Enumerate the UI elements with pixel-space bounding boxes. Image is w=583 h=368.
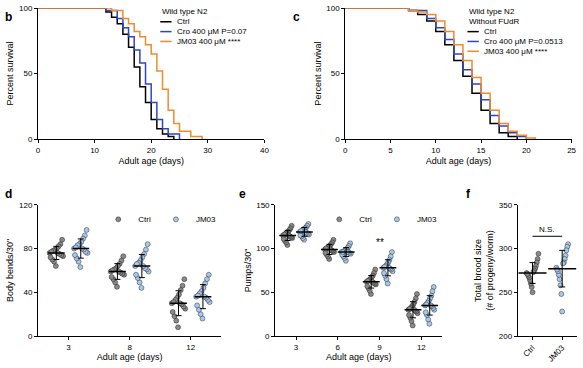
svg-text:Ctrl: Ctrl [522,343,537,358]
svg-text:0: 0 [28,332,33,341]
svg-text:250: 250 [499,288,513,297]
svg-text:80: 80 [23,244,32,253]
svg-text:20: 20 [522,146,531,155]
svg-text:Wild type N2: Wild type N2 [162,7,208,16]
svg-text:40: 40 [23,288,32,297]
svg-text:100: 100 [19,4,33,13]
svg-text:e: e [239,187,246,201]
svg-text:15: 15 [477,146,486,155]
svg-text:Body bends/30": Body bends/30" [5,239,15,302]
svg-text:Ctrl: Ctrl [138,215,151,224]
svg-text:f: f [466,187,471,201]
svg-text:Adult age (days): Adult age (days) [326,352,392,362]
svg-text:12: 12 [417,343,426,352]
svg-text:120: 120 [19,201,33,210]
svg-text:3: 3 [66,343,71,352]
svg-text:100: 100 [326,4,340,13]
svg-text:350: 350 [499,201,513,210]
svg-text:0: 0 [265,332,270,341]
svg-text:Adult age (days): Adult age (days) [118,156,184,166]
svg-text:3: 3 [294,343,299,352]
svg-text:0: 0 [28,135,33,144]
svg-text:50: 50 [23,69,32,78]
svg-text:JM03: JM03 [546,343,567,364]
svg-text:Cro 400 μM P=0.0513: Cro 400 μM P=0.0513 [484,37,563,46]
svg-text:300: 300 [499,244,513,253]
svg-text:40: 40 [260,146,269,155]
svg-text:0: 0 [36,146,41,155]
svg-text:Percent survival: Percent survival [313,42,323,106]
svg-text:Without FUdR: Without FUdR [469,17,519,26]
svg-text:**: ** [376,237,384,248]
svg-text:25: 25 [567,146,576,155]
svg-text:50: 50 [261,288,270,297]
svg-text:8: 8 [127,343,132,352]
svg-text:Adult age (days): Adult age (days) [97,352,163,362]
svg-text:9: 9 [377,343,382,352]
svg-text:10: 10 [431,146,440,155]
svg-text:b: b [5,10,12,24]
svg-text:Percent survival: Percent survival [5,42,15,106]
svg-text:Ctrl: Ctrl [484,27,497,36]
svg-text:Ctrl: Ctrl [359,215,372,224]
svg-text:JM03 400 μM ****: JM03 400 μM **** [484,47,547,56]
svg-text:30: 30 [203,146,212,155]
svg-text:d: d [5,187,12,201]
svg-text:c: c [293,10,300,24]
svg-text:5: 5 [388,146,393,155]
svg-text:JM03: JM03 [417,215,437,224]
svg-text:Pumps/30": Pumps/30" [243,249,253,293]
svg-text:12: 12 [186,343,195,352]
svg-text:100: 100 [256,244,270,253]
svg-text:Wild type N2: Wild type N2 [469,7,515,16]
svg-text:Ctrl: Ctrl [177,17,190,26]
svg-text:0: 0 [343,146,348,155]
svg-text:50: 50 [331,69,340,78]
svg-text:Cro 400 μM P=0.07: Cro 400 μM P=0.07 [177,27,247,36]
svg-text:200: 200 [499,332,513,341]
svg-text:JM03 400 μM ****: JM03 400 μM **** [177,37,240,46]
svg-text:6: 6 [336,343,341,352]
svg-text:0: 0 [335,135,340,144]
svg-text:Adult age (days): Adult age (days) [426,156,492,166]
svg-text:JM03: JM03 [196,215,216,224]
svg-text:20: 20 [147,146,156,155]
svg-text:150: 150 [256,201,270,210]
svg-text:Total brood size(# of progeny/: Total brood size(# of progeny/worm) [473,230,495,311]
svg-text:N.S.: N.S. [539,225,555,234]
svg-text:10: 10 [90,146,99,155]
